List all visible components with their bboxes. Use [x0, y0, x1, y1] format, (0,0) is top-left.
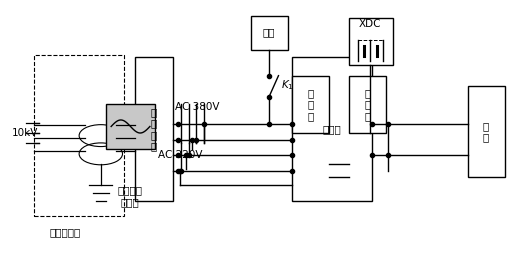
Text: AC 380V: AC 380V [174, 102, 219, 112]
Bar [135, 57, 173, 201]
Bar [292, 76, 329, 133]
Text: XDC: XDC [359, 19, 382, 29]
Bar [467, 86, 505, 177]
Text: AC 220V: AC 220V [158, 150, 202, 160]
Text: 负
载: 负 载 [483, 121, 489, 143]
Bar [34, 55, 124, 217]
Text: 直流屏: 直流屏 [323, 124, 341, 134]
Text: 切
换
器: 切 换 器 [364, 88, 370, 121]
Text: 交
流
配
电: 交 流 配 电 [151, 107, 157, 152]
Text: 站用变压器: 站用变压器 [49, 227, 80, 237]
Text: 电能质量
分析仪: 电能质量 分析仪 [118, 185, 143, 207]
Text: $K_1$: $K_1$ [280, 78, 294, 92]
Bar [349, 76, 386, 133]
Bar [292, 57, 372, 201]
Text: 负载: 负载 [263, 28, 276, 38]
Text: 逆
变
器: 逆 变 器 [307, 88, 314, 121]
Bar [106, 104, 155, 149]
Bar [251, 16, 288, 49]
Bar [349, 18, 393, 65]
Text: 10kV: 10kV [12, 128, 38, 138]
